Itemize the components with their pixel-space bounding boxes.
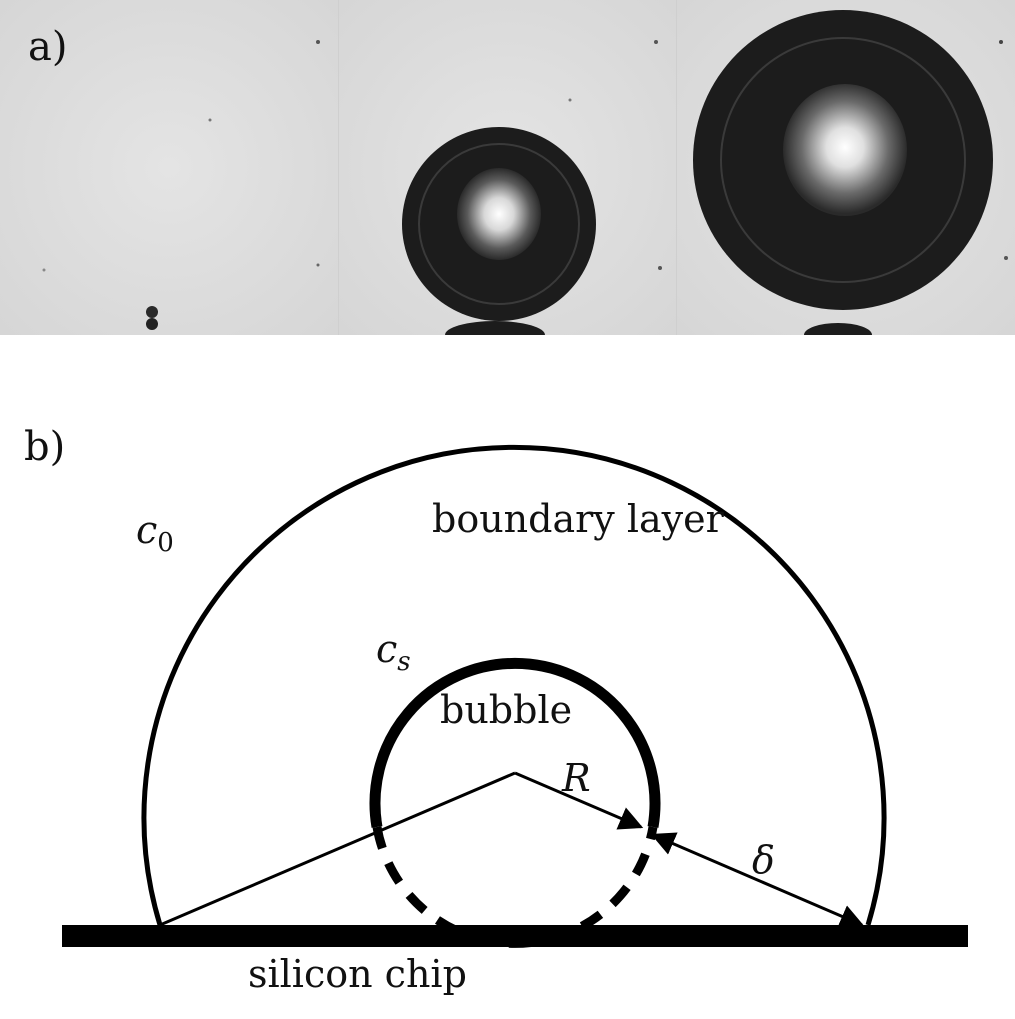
bubble-label: bubble [440, 688, 572, 732]
bubble-interface [369, 657, 661, 828]
surface-concentration-label: cs [376, 627, 411, 677]
boundary-layer-diagram: b) c0 boundary layer cs bubble R δ silic… [24, 424, 968, 996]
radius-label: R [561, 756, 591, 800]
outer-concentration-label: c0 [136, 508, 174, 558]
photo-frame-large-bubble [677, 0, 1015, 335]
silicon-chip-substrate [62, 925, 968, 947]
panel-a-label: a) [28, 24, 67, 70]
left-guide-line [159, 771, 516, 927]
panel-b-label: b) [24, 424, 65, 470]
nucleating-bubble-bottom [146, 318, 158, 330]
substrate-label: silicon chip [248, 952, 467, 996]
photo-frame-nucleation [0, 0, 338, 335]
photo-frame-small-bubble [339, 0, 676, 335]
radius-arrow [514, 771, 644, 830]
thickness-label: δ [752, 838, 775, 882]
nucleating-bubble-top [146, 306, 158, 318]
thickness-arrow [650, 832, 865, 928]
boundary-layer-outline [141, 444, 887, 926]
photo-strip: a) [0, 0, 1015, 335]
boundary-layer-label: boundary layer [432, 497, 725, 541]
